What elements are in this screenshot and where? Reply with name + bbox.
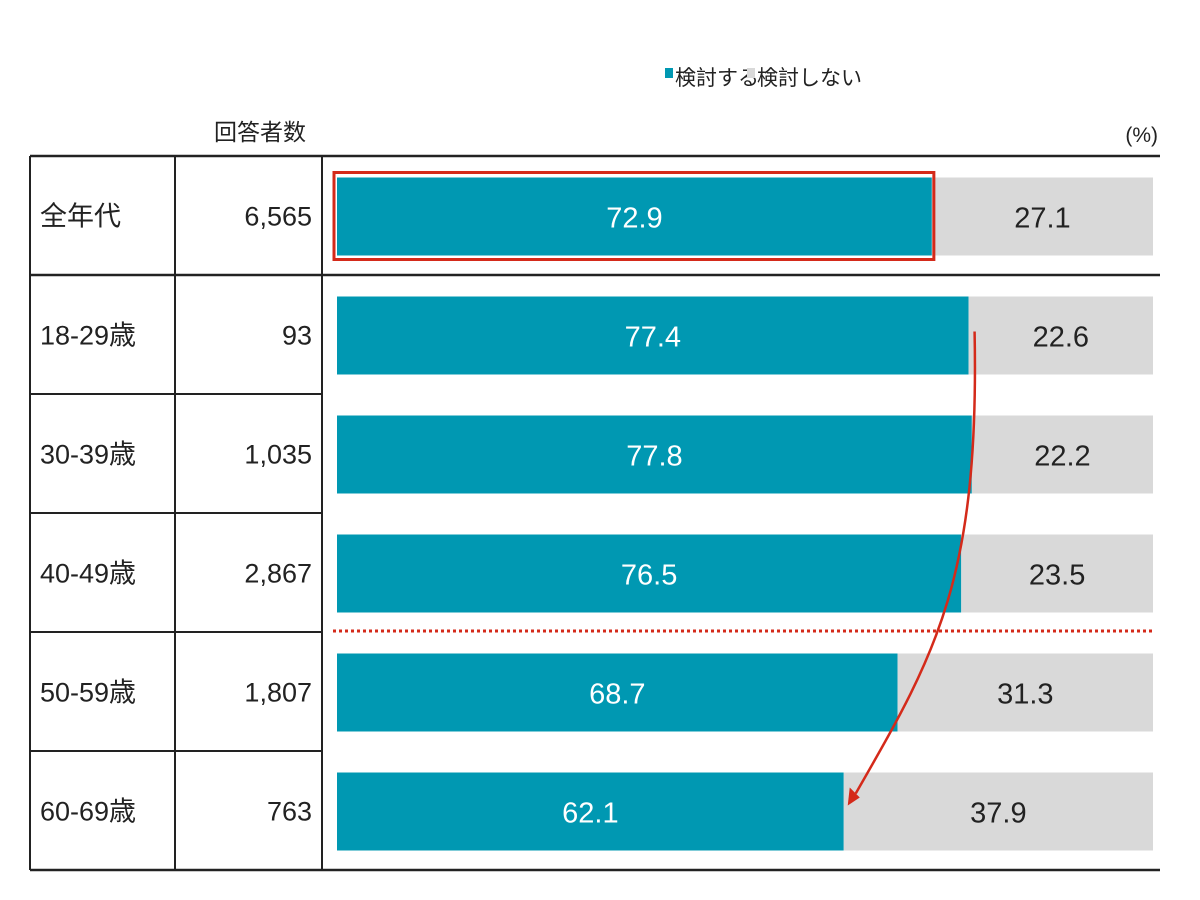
- data-label-not-consider: 31.3: [997, 679, 1053, 711]
- unit-label: (%): [1125, 124, 1158, 147]
- legend-swatch-consider: [665, 68, 673, 78]
- category-label: 60-69歳: [40, 797, 136, 827]
- respondent-count: 1,035: [244, 440, 312, 470]
- respondent-count: 93: [282, 321, 312, 351]
- bar-not-consider: [897, 653, 1153, 732]
- data-label-consider: 62.1: [562, 798, 618, 830]
- bar-not-consider: [968, 296, 1153, 375]
- legend-label-consider: 検討する: [675, 67, 759, 90]
- bar-consider: [337, 534, 962, 613]
- bar-consider: [337, 177, 932, 256]
- legend: 検討する 検討しない: [665, 67, 862, 90]
- data-label-not-consider: 23.5: [1029, 560, 1085, 592]
- trend-arrow: [854, 331, 977, 795]
- bar-consider: [337, 415, 972, 494]
- bars: 72.9 27.1 77.4 22.6 77.8 22.2 76.5 23.5 68.7 31.3…: [337, 177, 1153, 851]
- bar-not-consider: [961, 534, 1153, 613]
- legend-swatch-not-consider: [747, 68, 755, 78]
- data-label-consider: 72.9: [606, 203, 662, 235]
- highlight-box: [332, 171, 936, 261]
- category-label: 30-39歳: [40, 440, 136, 470]
- bar-not-consider: [971, 415, 1153, 494]
- data-label-consider: 77.4: [625, 322, 681, 354]
- category-label: 40-49歳: [40, 559, 136, 589]
- data-label-not-consider: 27.1: [1014, 203, 1070, 235]
- arrow-head-icon: [847, 787, 860, 806]
- table-rows: 全年代 6,565 18-29歳 93 30-39歳 1,035 40-49歳 2,867 50…: [40, 202, 312, 827]
- bar-consider: [337, 653, 898, 732]
- data-label-not-consider: 22.6: [1033, 322, 1089, 354]
- respondent-count: 6,565: [244, 202, 312, 232]
- category-label: 50-59歳: [40, 678, 136, 708]
- respondent-count: 1,807: [244, 678, 312, 708]
- data-label-consider: 77.8: [626, 441, 682, 473]
- data-label-consider: 76.5: [621, 560, 677, 592]
- bar-consider: [337, 772, 844, 851]
- data-label-consider: 68.7: [589, 679, 645, 711]
- data-label-not-consider: 22.2: [1034, 441, 1090, 473]
- respondent-count: 763: [267, 797, 312, 827]
- bar-not-consider: [931, 177, 1153, 256]
- bar-consider: [337, 296, 969, 375]
- bar-not-consider: [843, 772, 1153, 851]
- count-header: 回答者数: [214, 119, 306, 145]
- legend-label-not-consider: 検討しない: [757, 67, 862, 90]
- category-label: 全年代: [40, 202, 121, 232]
- data-label-not-consider: 37.9: [970, 798, 1026, 830]
- annotations: [332, 171, 1153, 806]
- respondent-count: 2,867: [244, 559, 312, 589]
- table-grid: [29, 154, 1160, 872]
- category-label: 18-29歳: [40, 321, 136, 351]
